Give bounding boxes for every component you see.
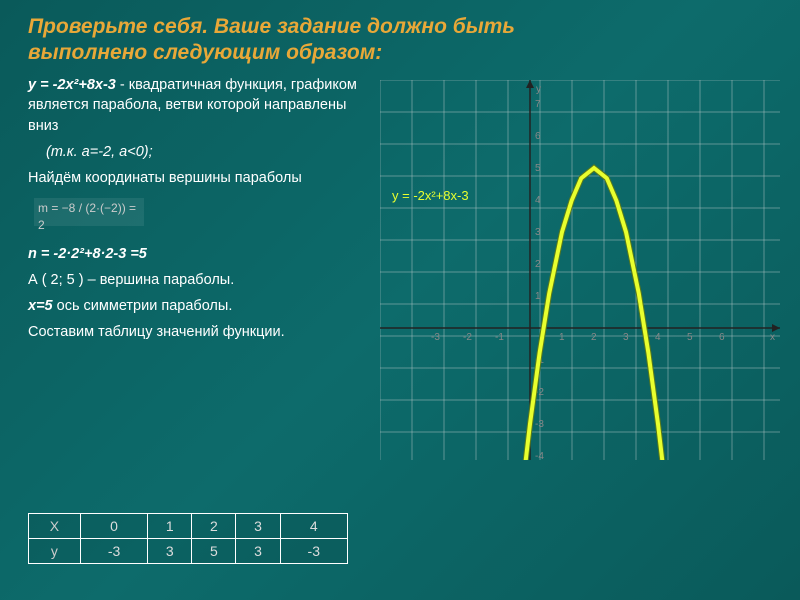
title-line-1: Проверьте себя. Ваше задание должно быть: [28, 15, 515, 38]
svg-text:-1: -1: [495, 332, 504, 343]
cell: 0: [80, 514, 147, 539]
svg-text:5: 5: [687, 332, 693, 343]
cell: 5: [192, 539, 236, 564]
svg-text:4: 4: [655, 332, 661, 343]
svg-text:-3: -3: [431, 332, 440, 343]
cell-x-hdr: X: [29, 514, 81, 539]
desc-line-1: y = -2x²+8x-3 - квадратичная функция, гр…: [28, 75, 368, 136]
desc-line-4: n = -2·2²+8·2-3 =5: [28, 244, 368, 264]
slide-title: Проверьте себя. Ваше задание должно быть…: [0, 0, 800, 75]
svg-text:1: 1: [559, 332, 565, 343]
chart-area: -3-2-11234561234567-1-2-3-4yx y = -2x²+8…: [380, 80, 780, 460]
svg-text:5: 5: [535, 163, 541, 174]
cell: 1: [148, 514, 192, 539]
desc-line-7: Составим таблицу значений функции.: [28, 322, 368, 342]
svg-text:3: 3: [623, 332, 629, 343]
svg-text:2: 2: [591, 332, 597, 343]
title-line-2: выполнено следующим образом:: [28, 41, 382, 64]
svg-text:1: 1: [535, 291, 541, 302]
axis-sym-b: ось симметрии параболы.: [53, 298, 233, 314]
cell: 2: [192, 514, 236, 539]
grid-svg: -3-2-11234561234567-1-2-3-4yx: [380, 80, 780, 460]
equation: y = -2x²+8x-3: [28, 77, 116, 93]
cell-y-hdr: y: [29, 539, 81, 564]
desc-line-5: А ( 2; 5 ) – вершина параболы.: [28, 270, 368, 290]
desc-line-6: x=5 ось симметрии параболы.: [28, 296, 368, 316]
left-text-block: y = -2x²+8x-3 - квадратичная функция, гр…: [28, 75, 368, 349]
vertex-formula-image: m = −8 / (2·(−2)) = 2: [34, 198, 144, 226]
svg-text:7: 7: [535, 99, 541, 110]
svg-text:4: 4: [535, 195, 541, 206]
cell: -3: [80, 539, 147, 564]
svg-text:6: 6: [535, 131, 541, 142]
values-table: X 0 1 2 3 4 y -3 3 5 3 -3: [28, 513, 348, 564]
table-row: y -3 3 5 3 -3: [29, 539, 348, 564]
cell: 3: [148, 539, 192, 564]
svg-text:-2: -2: [463, 332, 472, 343]
table-row: X 0 1 2 3 4: [29, 514, 348, 539]
axis-sym: x=5: [28, 298, 53, 314]
svg-text:3: 3: [535, 227, 541, 238]
cell: 3: [236, 539, 280, 564]
svg-text:2: 2: [535, 259, 541, 270]
desc-line-2: (т.к. a=-2, a<0);: [46, 142, 368, 162]
function-label: y = -2x²+8x-3: [392, 188, 469, 203]
cell: -3: [280, 539, 347, 564]
cell: 3: [236, 514, 280, 539]
cell: 4: [280, 514, 347, 539]
svg-text:y: y: [536, 84, 541, 95]
svg-text:-4: -4: [535, 451, 544, 460]
svg-text:-3: -3: [535, 419, 544, 430]
value-table: X 0 1 2 3 4 y -3 3 5 3 -3: [28, 513, 348, 564]
svg-text:x: x: [770, 332, 775, 343]
svg-text:6: 6: [719, 332, 725, 343]
desc-line-3: Найдём координаты вершины параболы: [28, 168, 368, 188]
